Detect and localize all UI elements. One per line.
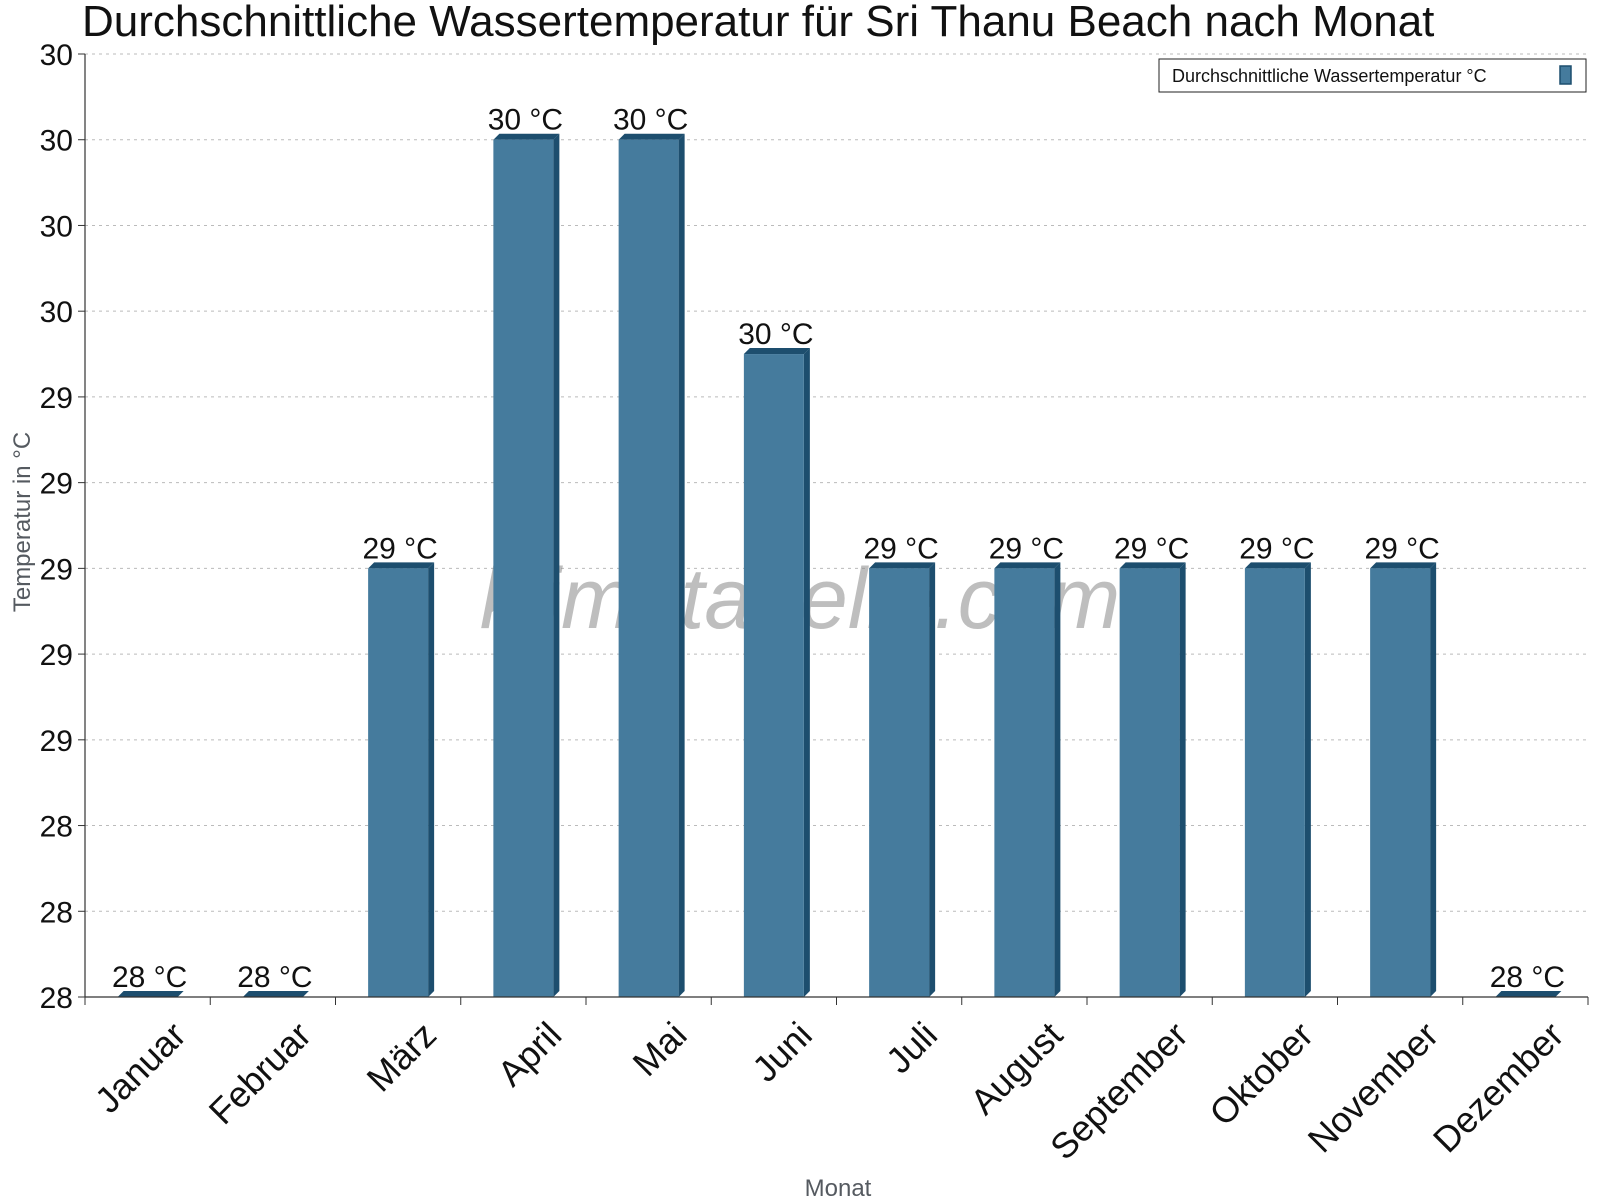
bar <box>618 139 679 997</box>
bar-side <box>1430 562 1437 997</box>
bar-top <box>1244 562 1311 569</box>
bar-group <box>117 991 184 997</box>
bar-top <box>1370 562 1437 569</box>
data-label: 29 °C <box>1239 532 1314 565</box>
x-tick-label: Februar <box>201 1014 319 1132</box>
bar <box>1370 568 1431 997</box>
y-tick-labels: 28 28 28 29 29 29 29 29 30 30 30 30 <box>40 39 73 1015</box>
y-tick-label: 28 <box>40 982 73 1015</box>
bars <box>117 133 1562 998</box>
y-axis-label: Temperatur in °C <box>9 432 36 612</box>
legend-box <box>1158 58 1587 93</box>
data-label: 29 °C <box>362 532 437 565</box>
bar-group <box>743 348 810 998</box>
bar-top <box>869 562 936 569</box>
x-tick-label: August <box>962 1014 1070 1122</box>
x-tick-label: Oktober <box>1201 1014 1321 1134</box>
y-tick-label: 30 <box>40 39 73 72</box>
bar <box>743 354 804 998</box>
bar-top <box>994 562 1061 569</box>
bar-side <box>929 562 936 997</box>
data-label: 29 °C <box>1114 532 1189 565</box>
bar <box>1119 568 1180 997</box>
x-tick-label: März <box>359 1014 445 1100</box>
bar-top <box>1119 562 1186 569</box>
y-tick-label: 28 <box>40 896 73 929</box>
bar-side <box>678 133 685 997</box>
chart-title: Durchschnittliche Wassertemperatur für S… <box>82 0 1434 46</box>
data-label: 30 °C <box>738 318 813 351</box>
bar <box>869 568 930 997</box>
x-tick-label: Dezember <box>1425 1014 1571 1160</box>
x-tick-labels: Januar Februar März April Mai Juni Juli AugustS… <box>87 1014 1572 1168</box>
bar-top <box>368 562 435 569</box>
bar <box>994 568 1055 997</box>
y-tick-label: 30 <box>40 210 73 243</box>
axes <box>78 53 1589 1005</box>
y-tick-label: 30 <box>40 296 73 329</box>
bar-side <box>1179 562 1186 997</box>
bar-group <box>869 562 936 997</box>
y-tick-label: 30 <box>40 125 73 158</box>
bar-top <box>743 348 810 355</box>
y-tick-label: 29 <box>40 639 73 672</box>
bar-top <box>242 991 309 997</box>
bar-side <box>553 133 560 997</box>
x-tick-label: Juni <box>744 1014 820 1090</box>
y-tick-label: 29 <box>40 468 73 501</box>
data-label: 28 °C <box>1490 961 1565 994</box>
bar-top <box>1495 991 1562 997</box>
bar-side <box>428 562 435 997</box>
bar-group <box>1370 562 1437 997</box>
bar-group <box>994 562 1061 997</box>
data-label: 30 °C <box>613 104 688 137</box>
x-tick-label: September <box>1042 1014 1196 1168</box>
x-tick-label: April <box>489 1014 569 1094</box>
x-axis-label: Monat <box>805 1175 872 1200</box>
data-label: 29 °C <box>863 532 938 565</box>
bar-group <box>242 991 309 997</box>
y-tick-label: 29 <box>40 553 73 586</box>
x-tick-label: Januar <box>87 1014 194 1121</box>
data-label: 29 °C <box>989 532 1064 565</box>
x-tick-label: Mai <box>625 1014 695 1084</box>
data-labels: 28 °C 28 °C 29 °C 30 °C 30 °C 30 °C 29 °C 29 °C… <box>112 104 1565 994</box>
data-label: 29 °C <box>1364 532 1439 565</box>
legend-swatch <box>1559 65 1572 85</box>
y-tick-label: 28 <box>40 811 73 844</box>
y-tick-label: 29 <box>40 725 73 758</box>
x-tick-label: November <box>1300 1014 1446 1160</box>
bar <box>493 139 554 997</box>
bar <box>368 568 429 997</box>
data-label: 28 °C <box>112 961 187 994</box>
bar-group <box>493 133 560 997</box>
bar-side <box>803 348 810 998</box>
bar-side <box>1054 562 1061 997</box>
bar-group <box>1495 991 1562 997</box>
data-label: 28 °C <box>237 961 312 994</box>
bar-top <box>117 991 184 997</box>
y-tick-label: 29 <box>40 382 73 415</box>
bar-group <box>1244 562 1311 997</box>
bar-group <box>368 562 435 997</box>
bar <box>1244 568 1305 997</box>
x-tick-label: Juli <box>878 1014 945 1081</box>
bar-group <box>618 133 685 997</box>
data-label: 30 °C <box>488 104 563 137</box>
legend: Durchschnittliche Wassertemperatur °C <box>1158 58 1587 93</box>
grid-lines <box>85 53 1588 912</box>
bar-side <box>1304 562 1311 997</box>
bar-top <box>493 133 560 140</box>
bar-group <box>1119 562 1186 997</box>
legend-label: Durchschnittliche Wassertemperatur °C <box>1172 66 1487 86</box>
bar-top <box>618 133 685 140</box>
